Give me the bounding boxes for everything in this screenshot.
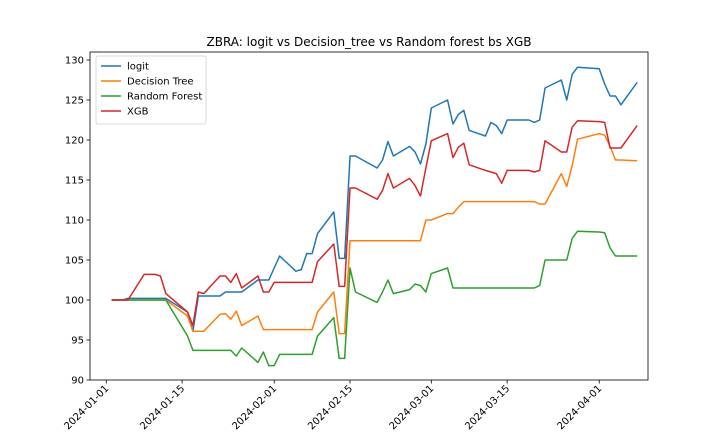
x-tick-label: 2024-03-15 (463, 383, 512, 432)
chart-title: ZBRA: logit vs Decision_tree vs Random f… (206, 35, 531, 49)
legend-label: Decision Tree (127, 77, 194, 88)
y-tick-label: 120 (65, 136, 84, 147)
legend-label: Random Forest (127, 92, 202, 103)
x-tick-label: 2024-02-01 (230, 383, 279, 432)
y-tick-label: 105 (65, 256, 84, 267)
x-tick-label: 2024-03-01 (388, 383, 437, 432)
legend-label: XGB (127, 107, 149, 118)
series-line-2 (111, 132, 638, 335)
y-tick-label: 100 (65, 296, 84, 307)
plot-frame (89, 51, 649, 381)
x-tick-label: 2024-01-15 (138, 383, 187, 432)
series-layer (111, 66, 638, 367)
y-tick-label: 115 (65, 176, 84, 187)
series-line-3 (111, 230, 638, 367)
y-tick-label: 110 (65, 216, 84, 227)
y-tick-label: 125 (65, 96, 84, 107)
y-tick-label: 95 (71, 336, 84, 347)
x-tick-label: 2024-02-15 (306, 383, 355, 432)
series-line-4 (111, 120, 638, 327)
legend: logit Decision Tree Random Forest XGB (95, 55, 207, 125)
legend-label: logit (127, 62, 149, 73)
y-tick-label: 90 (71, 376, 84, 387)
y-tick-label: 130 (65, 56, 84, 67)
x-tick-label: 2024-04-01 (555, 383, 604, 432)
x-tick-label: 2024-01-01 (62, 383, 111, 432)
legend-box (95, 55, 207, 125)
